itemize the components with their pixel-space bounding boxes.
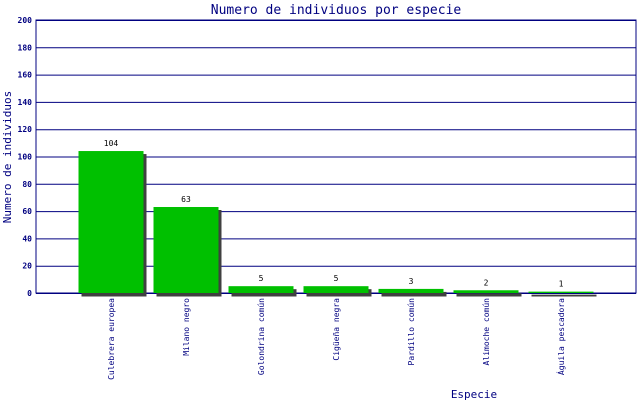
x-tick-label: Alimoche común [482,298,491,366]
x-tick-label: Milano negro [182,298,191,356]
y-tick-label: 180 [18,43,33,52]
x-tick-label: Culebrera europea [107,298,116,380]
data-label: 63 [181,195,191,204]
bar-shadow [531,294,597,297]
bar [453,290,519,293]
chart-title: Numero de individuos por especie [211,3,462,18]
y-tick-label: 120 [18,125,33,134]
y-tick-label: 140 [18,98,33,107]
data-label: 5 [259,274,264,283]
y-tick-label: 20 [22,262,32,271]
bar [378,288,444,293]
bar [153,207,219,293]
bar [228,286,294,293]
x-tick-label: Águila pescadora [555,298,566,375]
data-label: 3 [409,277,414,286]
bar [78,151,144,293]
data-label: 5 [334,274,339,283]
data-label: 2 [484,278,489,287]
bar-shadow [381,291,447,297]
bar [303,286,369,293]
y-tick-label: 0 [27,289,32,298]
x-tick-label: Cigüeña negra [332,298,341,361]
x-tick-label: Pardillo común [407,298,416,366]
bar-shadow [456,293,522,297]
y-tick-label: 80 [22,180,32,189]
y-tick-label: 200 [18,16,33,25]
y-axis-label: Numero de individuos [1,91,14,223]
bar [528,291,594,293]
y-tick-label: 100 [18,153,33,162]
y-tick-label: 60 [22,207,32,216]
x-tick-label: Golondrina común [257,298,266,375]
y-tick-label: 160 [18,71,33,80]
y-tick-label: 40 [22,234,32,243]
data-label: 1 [559,280,564,289]
x-axis-label: Especie [451,388,497,400]
data-label: 104 [104,139,119,148]
